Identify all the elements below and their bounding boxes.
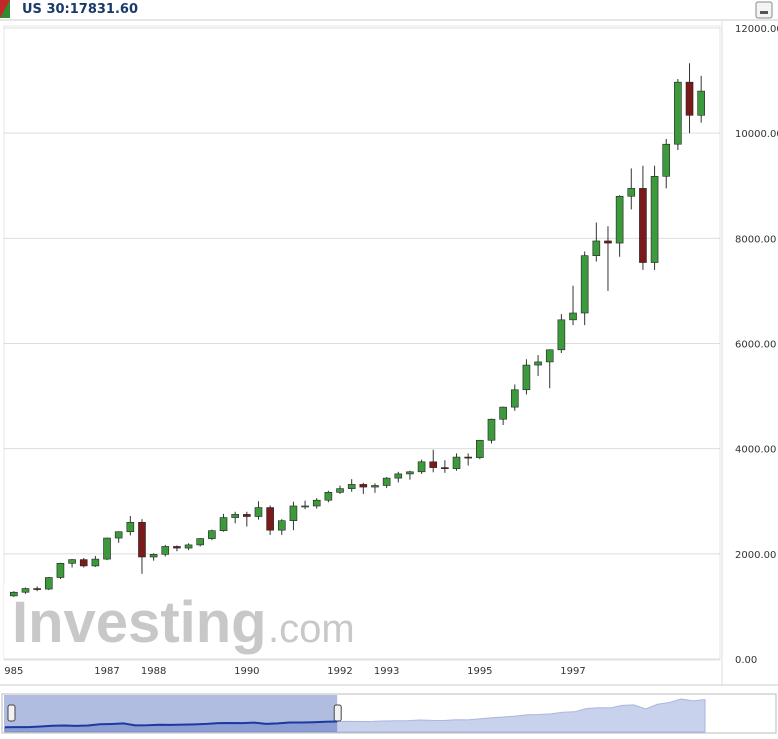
candle-body	[569, 312, 577, 321]
candle-body	[301, 505, 309, 508]
candle-body	[21, 588, 30, 593]
candle-body	[138, 521, 146, 558]
x-tick-label: 1987	[94, 666, 119, 677]
candle-body	[44, 577, 53, 590]
candle-body	[639, 188, 647, 263]
candle-body	[277, 520, 286, 531]
candle-body	[487, 418, 496, 441]
icon	[0, 0, 10, 18]
navigator-line	[4, 720, 338, 729]
candle-body	[615, 195, 624, 244]
y-tick-label: 6000.00	[735, 340, 776, 351]
candle-body	[406, 471, 414, 475]
candle-body	[499, 406, 507, 420]
candle-body	[359, 484, 368, 488]
candle-body	[580, 255, 589, 314]
candle-body	[417, 461, 426, 473]
candle-body	[254, 507, 263, 517]
candle-body	[650, 175, 659, 263]
candle-body	[208, 530, 216, 539]
x-tick-label: 1993	[374, 666, 399, 677]
watermark-bg	[4, 583, 379, 658]
candle-body	[557, 319, 566, 351]
candle-body	[510, 389, 519, 408]
candle-body	[161, 546, 170, 555]
candle-body	[464, 456, 472, 459]
candle-body	[371, 485, 379, 488]
candle-body	[68, 559, 76, 564]
candle-body	[266, 507, 274, 531]
candle-body	[627, 188, 636, 197]
candle-body	[56, 562, 65, 578]
x-tick-label: 1988	[141, 666, 166, 677]
candle-body	[685, 81, 694, 116]
x-tick-label: 1992	[327, 666, 352, 677]
candle-body	[522, 364, 531, 391]
candle-body	[674, 81, 682, 145]
candle-body	[592, 240, 601, 256]
x-tick-label: 1997	[560, 666, 585, 677]
y-tick-label: 4000.00	[735, 445, 776, 456]
x-tick-label: 1990	[234, 666, 259, 677]
candle-body	[394, 473, 403, 479]
candle-body	[289, 505, 298, 522]
x-tick-label: 985	[4, 666, 23, 677]
candle-body	[429, 461, 438, 468]
watermark: Investing	[12, 590, 267, 655]
candle-body	[312, 499, 321, 507]
candle-body	[534, 361, 542, 366]
candle-body	[662, 143, 671, 177]
candle-body	[33, 588, 41, 590]
candle-body	[604, 240, 612, 244]
y-tick-label: 0.00	[735, 655, 757, 666]
candle-body	[79, 559, 88, 567]
y-tick-label: 2000.00	[735, 550, 776, 561]
candle-body	[103, 537, 111, 560]
candle-body	[324, 492, 333, 501]
candle-body	[114, 531, 123, 539]
candle-body	[219, 517, 228, 531]
watermark: .com	[268, 607, 355, 651]
candle-body	[91, 558, 100, 567]
y-tick-label: 10000.00	[735, 129, 778, 140]
candle-body	[243, 514, 251, 517]
candle-body	[347, 484, 356, 489]
candle-body	[196, 538, 205, 546]
navigator-handle[interactable]	[7, 704, 16, 722]
candle-body	[126, 521, 135, 533]
candle-body	[476, 439, 484, 458]
candle-body	[545, 349, 554, 363]
x-tick-label: 1995	[467, 666, 492, 677]
candle-body	[382, 477, 391, 486]
candle-body	[184, 544, 193, 549]
candle-body	[149, 554, 158, 558]
navigator-handle[interactable]	[333, 704, 342, 722]
chart-title: US 30:17831.60	[22, 2, 138, 17]
candle-body	[452, 456, 461, 469]
icon	[760, 11, 768, 14]
candle-body	[697, 90, 705, 116]
minimize-button[interactable]	[755, 1, 773, 19]
candle-body	[10, 591, 18, 597]
candle-body	[231, 514, 239, 518]
candle-body	[173, 546, 181, 549]
y-tick-label: 12000.00	[735, 24, 778, 35]
candle-body	[336, 488, 344, 493]
candle-body	[441, 467, 449, 469]
y-tick-label: 8000.00	[735, 234, 776, 245]
